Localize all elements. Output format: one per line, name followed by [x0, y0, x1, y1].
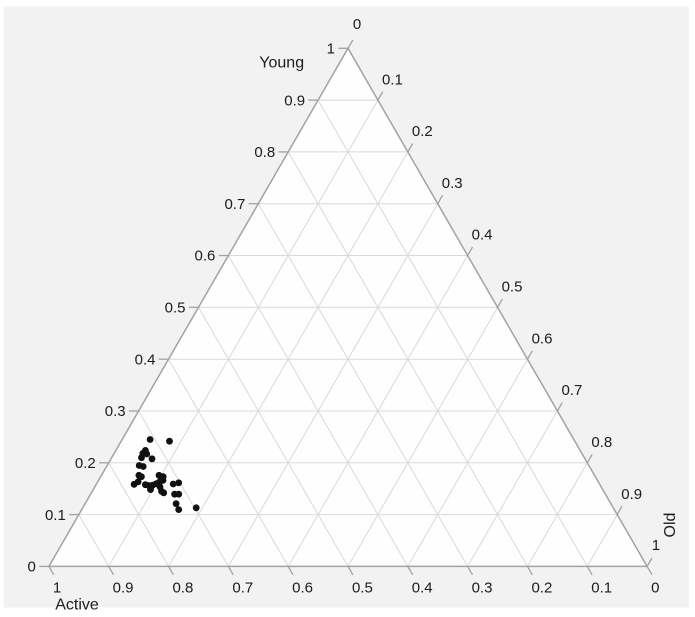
- svg-text:0.2: 0.2: [75, 455, 96, 472]
- svg-text:0: 0: [28, 559, 36, 576]
- svg-text:0.6: 0.6: [532, 330, 553, 347]
- svg-text:0.9: 0.9: [621, 486, 642, 503]
- svg-text:0.7: 0.7: [224, 196, 245, 213]
- svg-text:0.3: 0.3: [442, 175, 463, 192]
- svg-text:0.7: 0.7: [561, 382, 582, 399]
- svg-text:1: 1: [327, 41, 335, 58]
- svg-text:0.5: 0.5: [502, 279, 523, 296]
- svg-text:1: 1: [652, 537, 660, 554]
- svg-text:0.4: 0.4: [135, 351, 156, 368]
- svg-text:0.4: 0.4: [412, 579, 433, 596]
- svg-text:Young: Young: [259, 54, 304, 71]
- svg-text:0.6: 0.6: [292, 579, 313, 596]
- svg-text:0.1: 0.1: [591, 579, 612, 596]
- svg-text:0.8: 0.8: [254, 144, 275, 161]
- svg-text:1: 1: [53, 579, 61, 596]
- svg-text:0.2: 0.2: [412, 123, 433, 140]
- svg-text:0.6: 0.6: [195, 248, 216, 265]
- svg-text:Old: Old: [662, 513, 679, 538]
- svg-text:0.3: 0.3: [472, 579, 493, 596]
- svg-text:0.1: 0.1: [382, 71, 403, 88]
- svg-text:0.8: 0.8: [591, 434, 612, 451]
- svg-text:0: 0: [651, 579, 659, 596]
- svg-text:0.9: 0.9: [284, 92, 305, 109]
- svg-text:0.3: 0.3: [105, 403, 126, 420]
- svg-text:0.9: 0.9: [113, 579, 134, 596]
- svg-text:0.7: 0.7: [232, 579, 253, 596]
- svg-text:0.5: 0.5: [165, 300, 186, 317]
- svg-text:0.8: 0.8: [172, 579, 193, 596]
- svg-text:0.1: 0.1: [45, 507, 66, 524]
- svg-text:0.5: 0.5: [352, 579, 373, 596]
- svg-text:0.4: 0.4: [472, 227, 493, 244]
- svg-text:Active: Active: [55, 596, 99, 613]
- svg-text:0.2: 0.2: [531, 579, 552, 596]
- svg-text:0: 0: [353, 16, 361, 33]
